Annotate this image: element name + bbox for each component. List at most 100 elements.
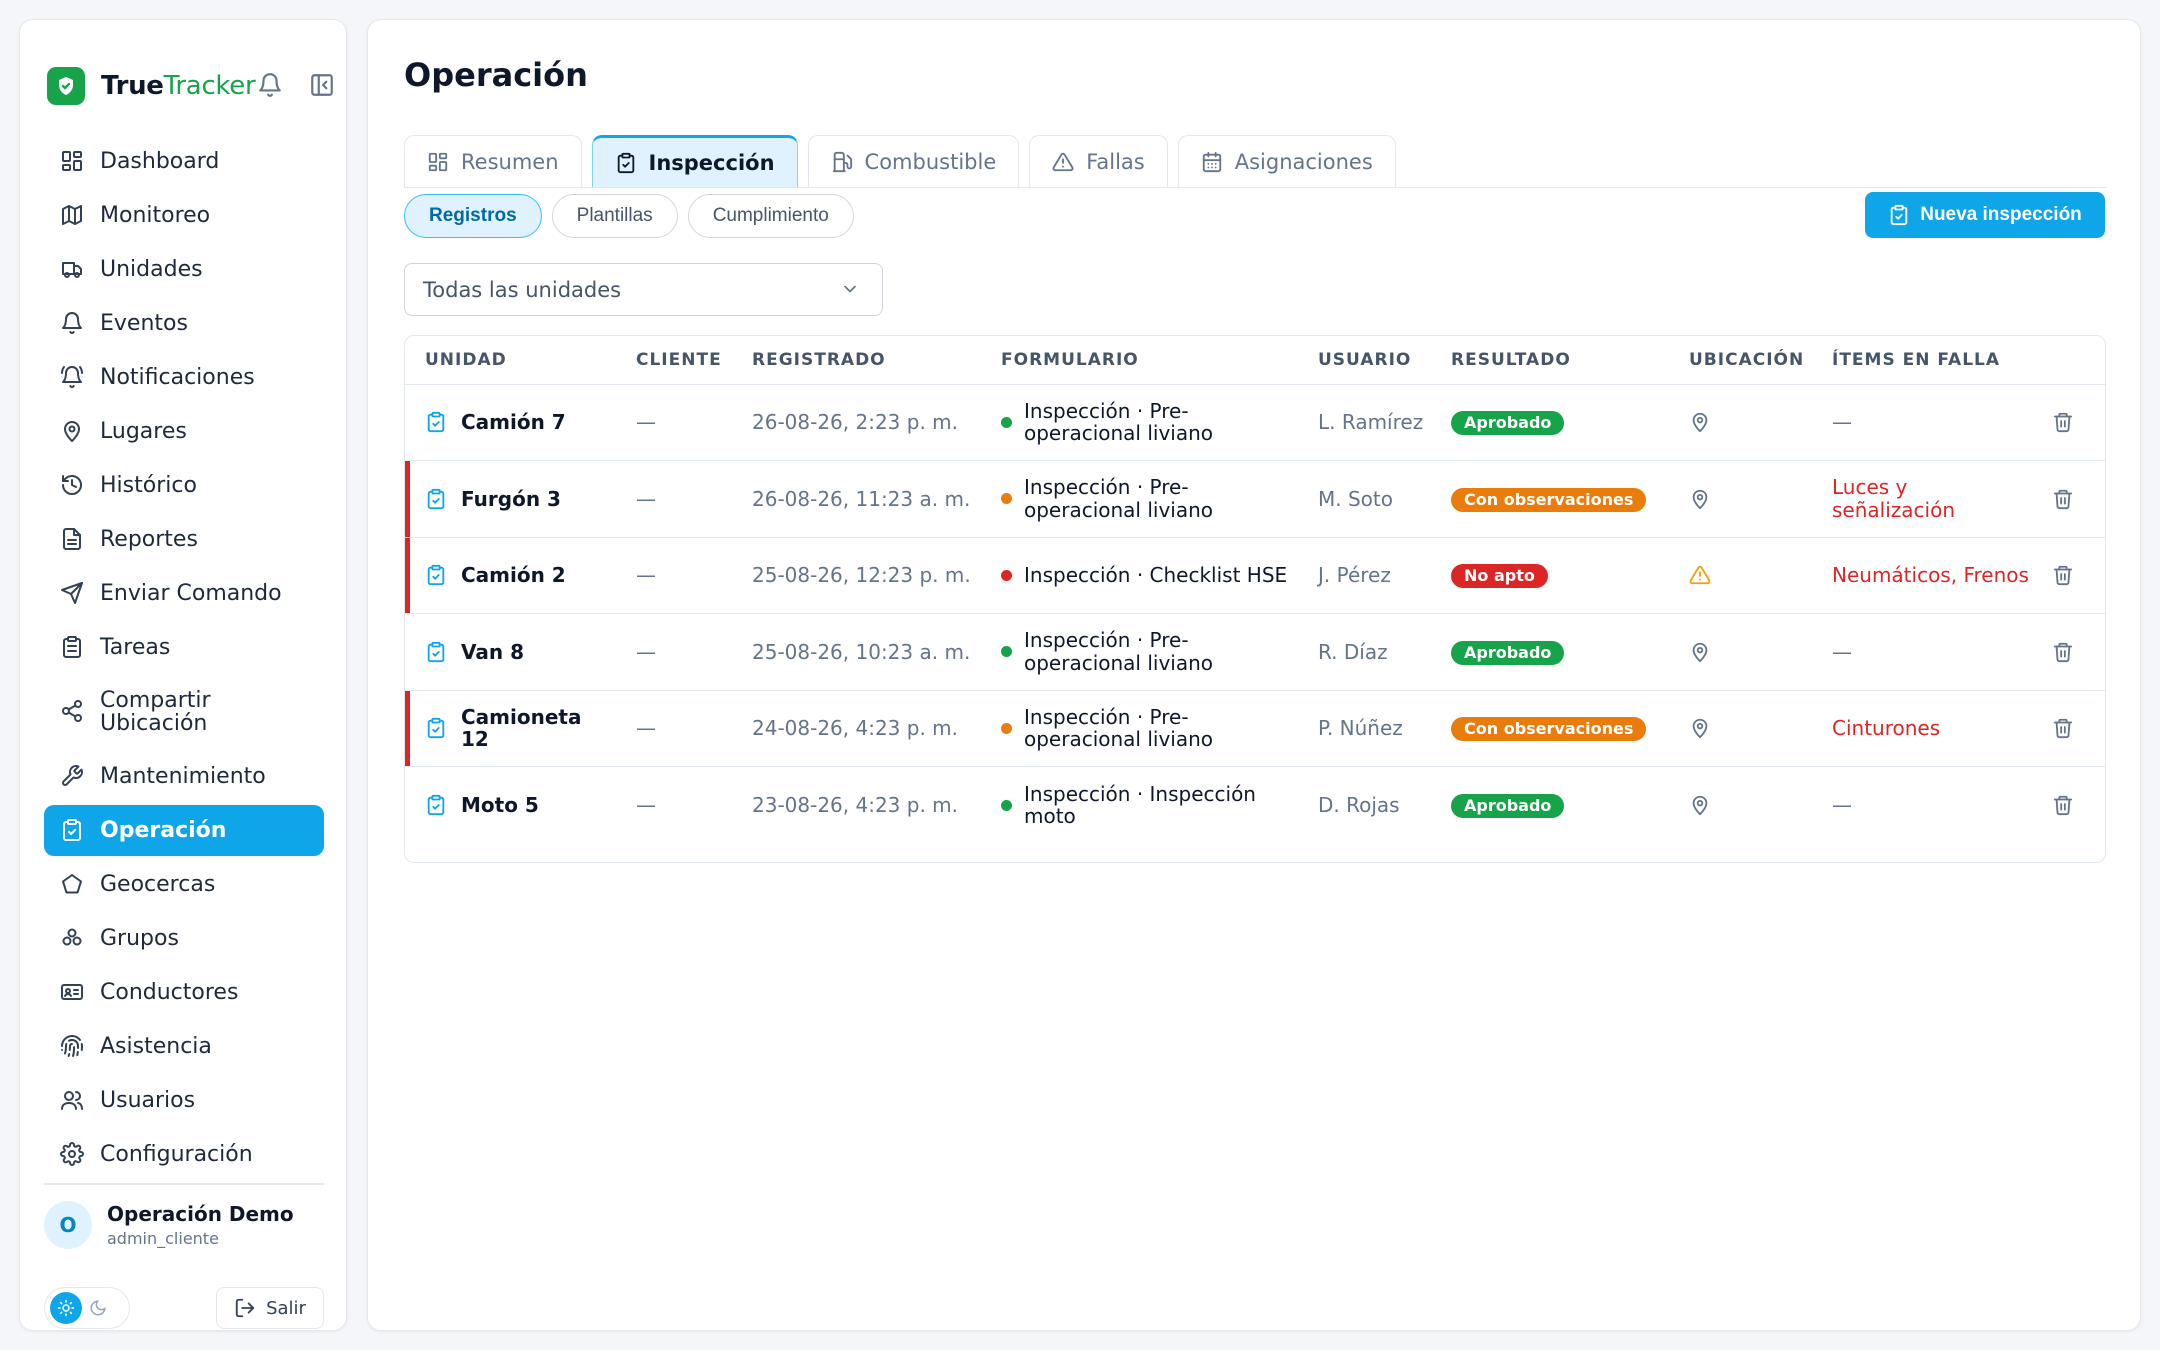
sidebar-item-enviar-comando[interactable]: Enviar Comando: [44, 568, 324, 619]
sidebar: TrueTracker Dashboard Monitoreo Unidades…: [19, 19, 347, 1331]
trash-icon[interactable]: [2052, 564, 2105, 586]
sidebar-item-configuracion[interactable]: Configuración: [44, 1129, 324, 1180]
page-title: Operación: [404, 56, 588, 94]
sidebar-item-asistencia[interactable]: Asistencia: [44, 1021, 324, 1072]
fingerprint-icon: [60, 1034, 86, 1060]
tab-resumen[interactable]: Resumen: [404, 135, 582, 187]
unit-filter-value: Todas las unidades: [423, 277, 622, 302]
trash-icon[interactable]: [2052, 411, 2105, 433]
sidebar-item-operacion[interactable]: Operación: [44, 805, 324, 856]
subtab-plantillas[interactable]: Plantillas: [551, 194, 678, 238]
sidebar-item-conductores[interactable]: Conductores: [44, 967, 324, 1018]
trash-icon[interactable]: [2052, 717, 2105, 739]
client-cell: —: [616, 537, 732, 614]
user-profile[interactable]: O Operación Demo admin_cliente: [44, 1201, 324, 1249]
column-header-actions: [2032, 336, 2105, 385]
bell-ring-icon: [60, 365, 86, 391]
logout-button[interactable]: Salir: [216, 1287, 324, 1329]
sidebar-footer: O Operación Demo admin_cliente Salir: [44, 1183, 324, 1329]
collapse-sidebar-icon[interactable]: [309, 72, 335, 98]
sidebar-item-reportes[interactable]: Reportes: [44, 514, 324, 565]
clipboard-check-icon: [1888, 204, 1910, 226]
tab-inspeccion[interactable]: Inspección: [591, 135, 798, 187]
column-header-registrado[interactable]: REGISTRADO: [732, 336, 981, 385]
subtab-cumplimiento[interactable]: Cumplimiento: [687, 194, 854, 238]
table-row[interactable]: Camión 2 — 25-08-26, 12:23 p. m. Inspecc…: [405, 537, 2105, 614]
sidebar-item-lugares[interactable]: Lugares: [44, 406, 324, 457]
tab-fallas[interactable]: Fallas: [1029, 135, 1168, 187]
brand-name: TrueTracker: [101, 71, 256, 101]
sidebar-item-unidades[interactable]: Unidades: [44, 244, 324, 295]
theme-toggle: [44, 1287, 130, 1329]
tab-asignaciones[interactable]: Asignaciones: [1177, 135, 1396, 187]
trash-icon[interactable]: [2052, 488, 2105, 510]
table-row[interactable]: Furgón 3 — 26-08-26, 11:23 a. m. Inspecc…: [405, 460, 2105, 538]
client-cell: —: [616, 690, 732, 767]
dark-mode-moon-icon[interactable]: [82, 1292, 114, 1324]
table-row[interactable]: Van 8 — 25-08-26, 10:23 a. m. Inspección…: [405, 613, 2105, 691]
failed-items-cell: Cinturones: [1812, 690, 2032, 767]
sidebar-item-monitoreo[interactable]: Monitoreo: [44, 190, 324, 241]
sidebar-item-label: Notificaciones: [100, 365, 255, 390]
clipboard-check-icon: [425, 717, 447, 739]
table-row[interactable]: Camión 7 — 26-08-26, 2:23 p. m. Inspecci…: [405, 384, 2105, 461]
new-inspection-button[interactable]: Nueva inspección: [1865, 192, 2105, 238]
form-name: Inspección · Pre-operacional liviano: [1024, 398, 1214, 446]
trash-icon[interactable]: [2052, 641, 2105, 663]
column-header-cliente[interactable]: CLIENTE: [616, 336, 732, 385]
sidebar-item-label: Usuarios: [100, 1088, 196, 1113]
sidebar-item-compartir-ubicacion[interactable]: Compartir Ubicación: [44, 676, 324, 748]
tab-combustible[interactable]: Combustible: [807, 135, 1020, 187]
notifications-bell-icon[interactable]: [257, 72, 283, 98]
column-header-formulario[interactable]: FORMULARIO: [981, 336, 1298, 385]
sidebar-item-label: Histórico: [100, 473, 197, 498]
registered-cell: 25-08-26, 10:23 a. m.: [732, 613, 981, 691]
sidebar-item-dashboard[interactable]: Dashboard: [44, 136, 324, 187]
sidebar-item-label: Monitoreo: [100, 203, 211, 228]
user-name: Operación Demo: [107, 1202, 294, 1226]
truck-icon: [60, 257, 86, 283]
sidebar-item-label: Lugares: [100, 419, 187, 444]
column-header-unidad[interactable]: UNIDAD: [405, 336, 616, 385]
failed-items-cell: —: [1832, 793, 1852, 817]
avatar: O: [44, 1201, 92, 1249]
light-mode-sun-icon[interactable]: [50, 1292, 82, 1324]
table-header-row: UNIDAD CLIENTE REGISTRADO FORMULARIO USU…: [405, 336, 2105, 385]
sidebar-item-geocercas[interactable]: Geocercas: [44, 859, 324, 910]
result-badge: Aprobado: [1451, 411, 1565, 436]
subtab-registros[interactable]: Registros: [404, 194, 542, 238]
failed-items-cell: —: [1812, 384, 2032, 461]
sidebar-item-usuarios[interactable]: Usuarios: [44, 1075, 324, 1126]
table-row[interactable]: Camioneta 12 — 24-08-26, 4:23 p. m. Insp…: [405, 690, 2105, 767]
column-header-ubicacion[interactable]: UBICACIÓN: [1669, 336, 1812, 385]
brand: TrueTracker: [47, 48, 333, 124]
sidebar-nav: Dashboard Monitoreo Unidades Eventos Not…: [44, 136, 324, 1183]
location-pin-icon[interactable]: [1689, 488, 1812, 510]
column-header-resultado[interactable]: RESULTADO: [1431, 336, 1669, 385]
column-header-usuario[interactable]: USUARIO: [1298, 336, 1431, 385]
sidebar-item-label: Conductores: [100, 980, 239, 1005]
sidebar-item-grupos[interactable]: Grupos: [44, 913, 324, 964]
user-cell: P. Núñez: [1298, 690, 1431, 767]
table-row[interactable]: Moto 5 — 23-08-26, 4:23 p. m. Inspección…: [405, 767, 2105, 844]
sidebar-item-label: Mantenimiento: [100, 764, 266, 789]
sidebar-item-notificaciones[interactable]: Notificaciones: [44, 352, 324, 403]
status-dot: [1001, 416, 1012, 428]
location-pin-icon[interactable]: [1689, 794, 1812, 816]
trash-icon[interactable]: [2052, 794, 2105, 816]
unit-filter-select[interactable]: Todas las unidades: [404, 263, 883, 316]
location-pin-icon[interactable]: [1689, 717, 1812, 739]
sidebar-item-eventos[interactable]: Eventos: [44, 298, 324, 349]
clipboard-check-icon: [425, 564, 447, 586]
warning-icon[interactable]: [1689, 564, 1812, 586]
client-cell: —: [636, 793, 656, 817]
failed-items-cell: Luces y señalización: [1812, 460, 2032, 538]
sidebar-item-historico[interactable]: Histórico: [44, 460, 324, 511]
location-pin-icon[interactable]: [1689, 411, 1812, 433]
column-header-items-en-falla[interactable]: ÍTEMS EN FALLA: [1812, 336, 2032, 385]
chevron-down-icon: [840, 279, 866, 305]
location-pin-icon[interactable]: [1689, 641, 1812, 663]
form-name: Inspección · Pre-operacional liviano: [1024, 628, 1214, 675]
sidebar-item-mantenimiento[interactable]: Mantenimiento: [44, 751, 324, 802]
sidebar-item-tareas[interactable]: Tareas: [44, 622, 324, 673]
